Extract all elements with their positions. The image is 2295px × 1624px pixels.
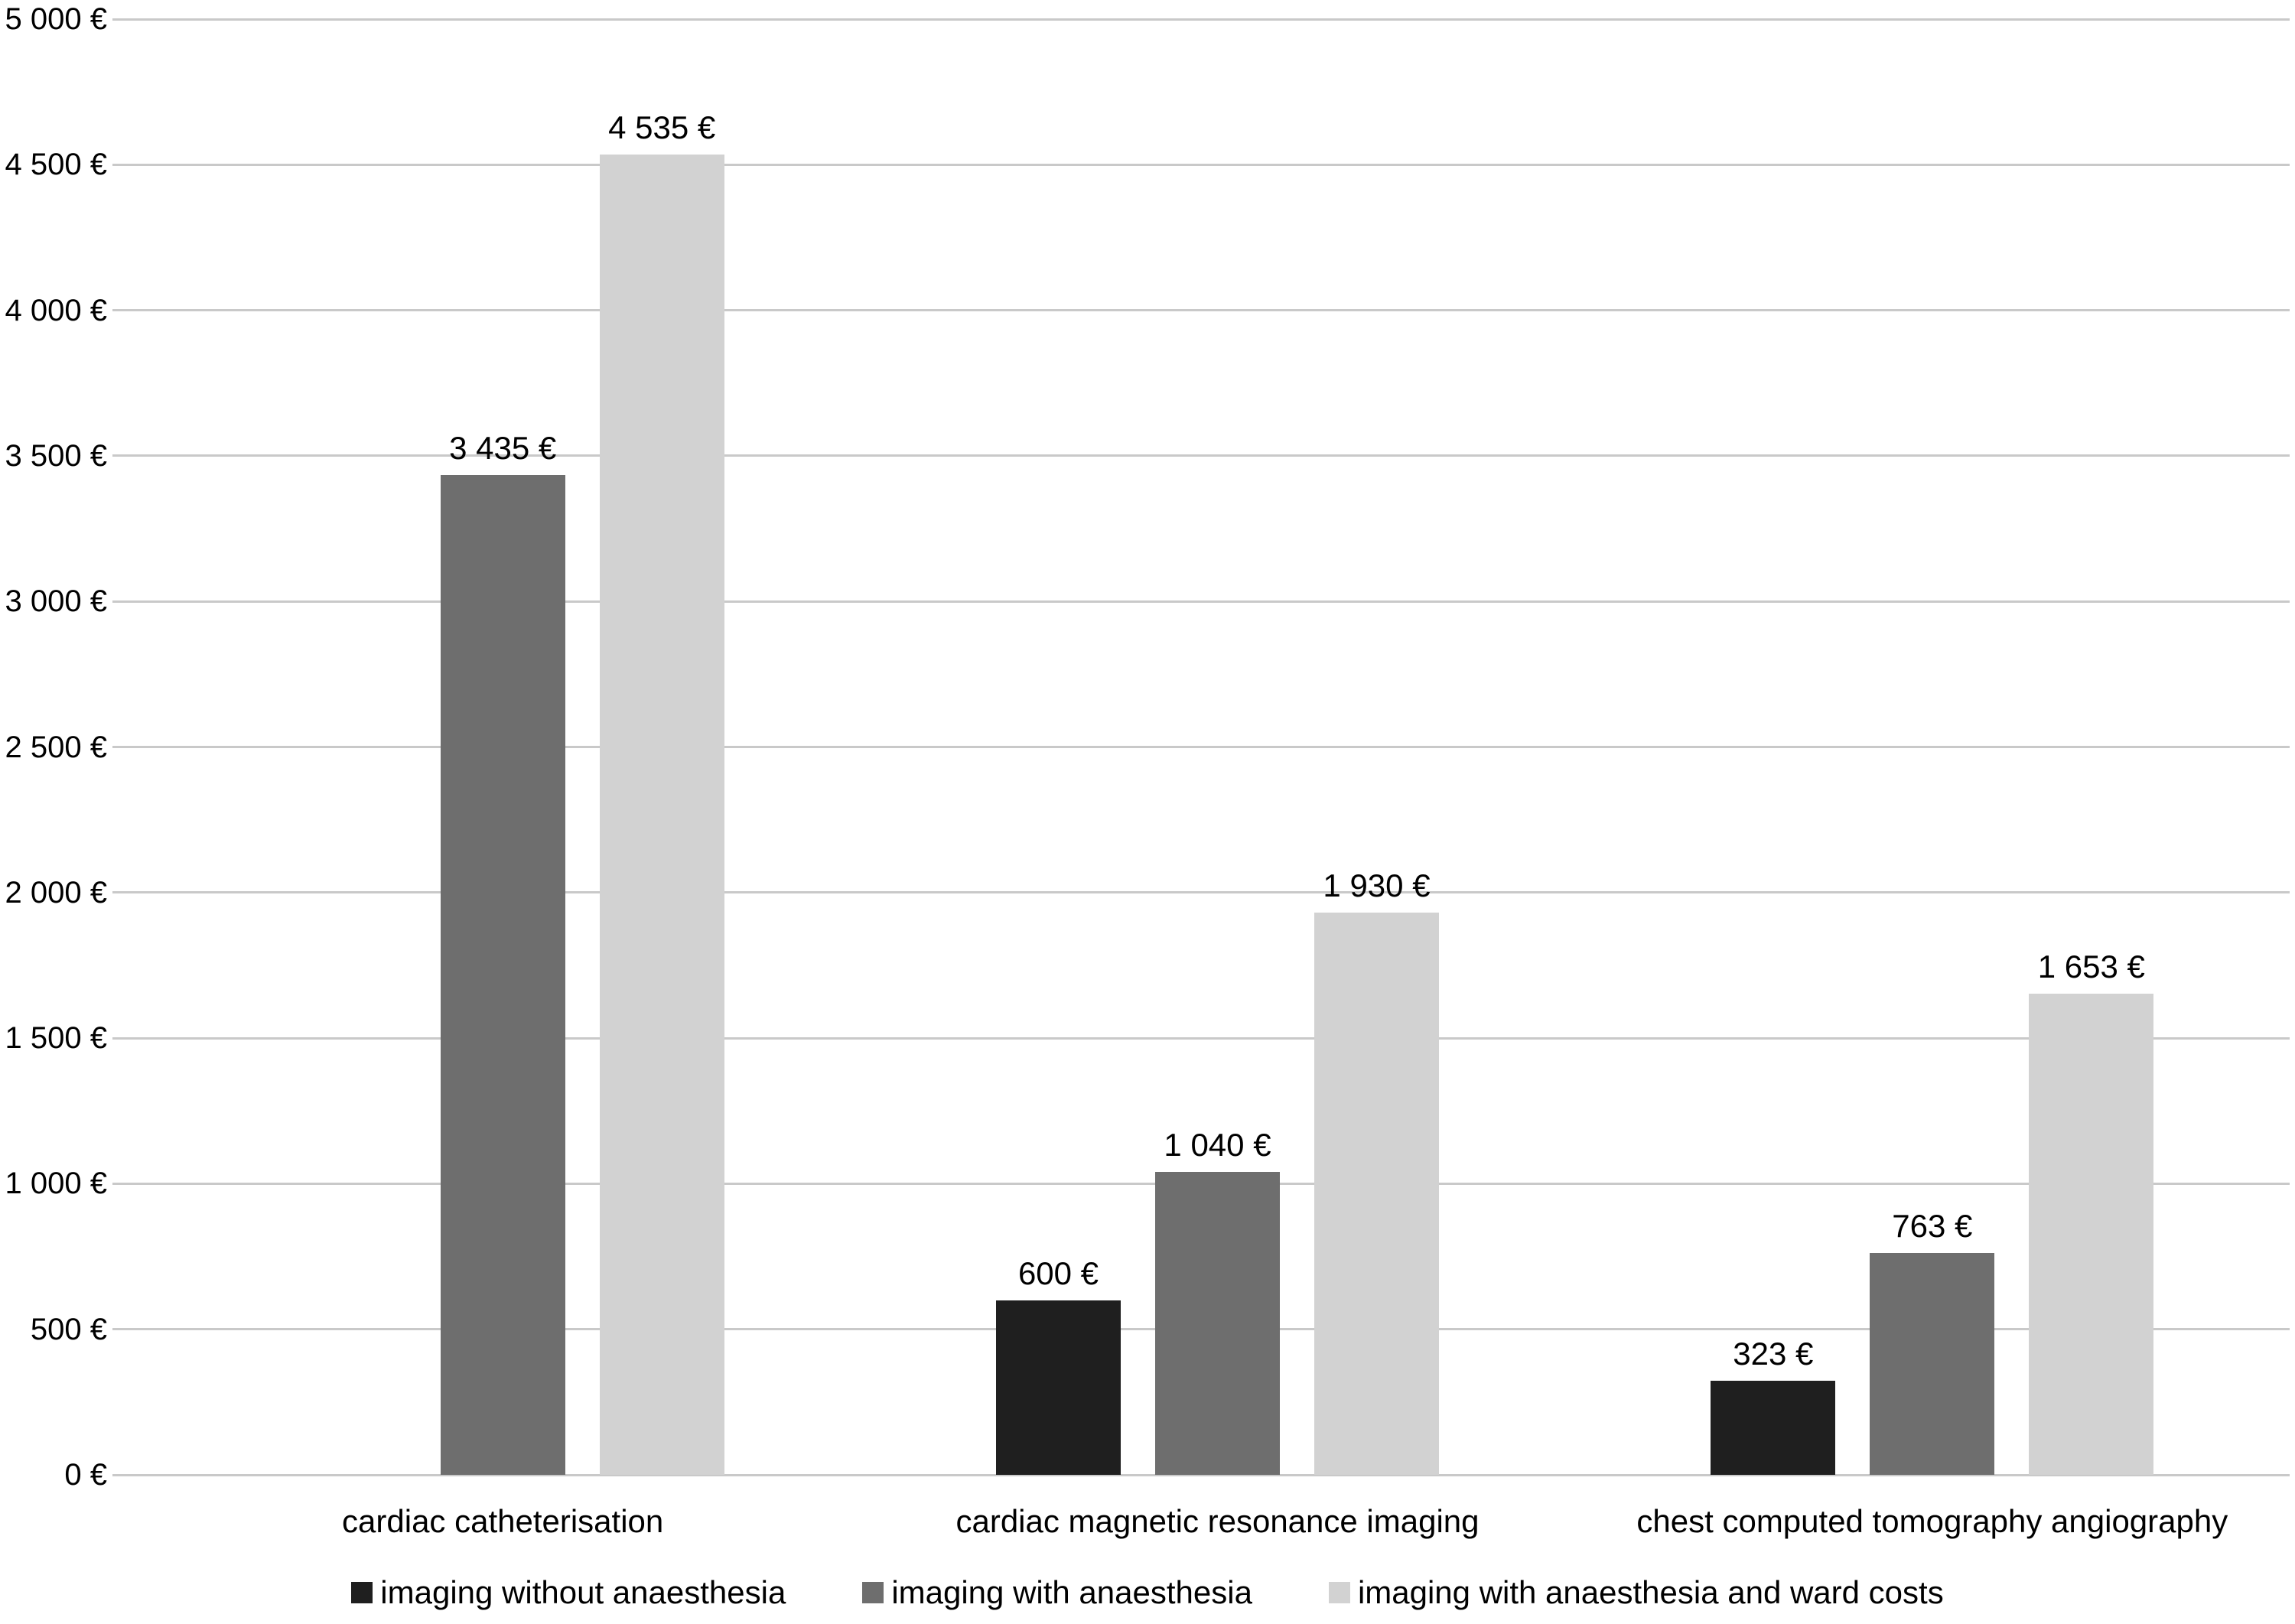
bar [2029, 993, 2153, 1475]
bar-value-label: 1 930 € [1323, 867, 1431, 904]
gridline [112, 18, 2290, 21]
legend-item: imaging without anaesthesia [351, 1574, 786, 1611]
gridline [112, 454, 2290, 457]
legend-label: imaging with anaesthesia and ward costs [1357, 1574, 1944, 1610]
bar-value-label: 1 040 € [1164, 1127, 1271, 1163]
legend-swatch-icon [351, 1582, 373, 1603]
gridline [112, 746, 2290, 748]
gridline [112, 1037, 2290, 1040]
bar [1870, 1252, 1994, 1475]
gridline [112, 1473, 2290, 1476]
y-axis-tick-label: 5 000 € [5, 2, 107, 36]
y-axis-tick-label: 500 € [30, 1312, 107, 1346]
y-axis-tick-label: 0 € [64, 1458, 107, 1492]
legend: imaging without anaesthesia imaging with … [0, 1574, 2295, 1611]
y-axis-tick-label: 4 500 € [5, 148, 107, 182]
bar-value-label: 1 653 € [2037, 948, 2145, 984]
category-label: cardiac magnetic resonance imaging [955, 1503, 1480, 1539]
bar-value-label: 763 € [1892, 1207, 1973, 1244]
gridline [112, 891, 2290, 894]
category-label: cardiac catheterisation [342, 1503, 664, 1539]
legend-label: imaging with anaesthesia [891, 1574, 1252, 1610]
gridline [112, 163, 2290, 166]
bar-value-label: 323 € [1733, 1336, 1814, 1372]
bar-value-label: 3 435 € [449, 429, 557, 466]
bar [1314, 913, 1439, 1475]
y-axis-tick-label: 4 000 € [5, 293, 107, 327]
legend-item: imaging with anaesthesia and ward costs [1328, 1574, 1944, 1611]
bar-value-label: 4 535 € [608, 109, 716, 145]
bar [1155, 1172, 1280, 1475]
legend-label: imaging without anaesthesia [380, 1574, 786, 1610]
y-axis-tick-label: 2 000 € [5, 875, 107, 910]
bar [600, 154, 724, 1475]
gridline [112, 600, 2290, 603]
category-label: chest computed tomography angiography [1636, 1503, 2228, 1539]
y-axis-tick-label: 3 000 € [5, 584, 107, 619]
bar [441, 474, 565, 1475]
y-axis-tick-label: 1 500 € [5, 1021, 107, 1056]
bar [1711, 1381, 1835, 1475]
bar-value-label: 600 € [1017, 1255, 1099, 1291]
legend-swatch-icon [1328, 1582, 1350, 1603]
y-axis-tick-label: 3 500 € [5, 438, 107, 473]
bar [996, 1300, 1121, 1475]
legend-swatch-icon [862, 1582, 884, 1603]
gridline [112, 309, 2290, 312]
legend-item: imaging with anaesthesia [862, 1574, 1252, 1611]
y-axis-tick-label: 2 500 € [5, 730, 107, 764]
y-axis-tick-label: 1 000 € [5, 1167, 107, 1201]
